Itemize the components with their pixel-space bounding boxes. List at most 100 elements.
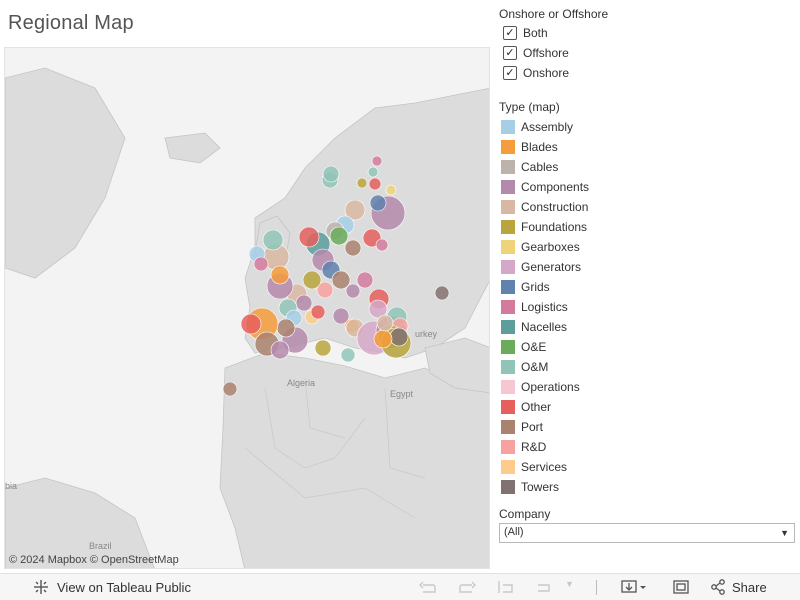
legend-swatch[interactable] <box>501 300 515 314</box>
legend-item[interactable]: R&D <box>501 437 589 457</box>
legend-item[interactable]: Construction <box>501 197 589 217</box>
map-marker[interactable] <box>373 329 393 349</box>
map-marker[interactable] <box>367 166 379 178</box>
legend-label: Blades <box>521 140 558 154</box>
view-on-tableau-button[interactable]: View on Tableau Public <box>33 579 191 595</box>
map-canvas[interactable] <box>5 48 490 569</box>
legend-item[interactable]: Other <box>501 397 589 417</box>
view-on-tableau-label: View on Tableau Public <box>57 579 191 595</box>
legend-item[interactable]: Blades <box>501 137 589 157</box>
checkbox-checked-icon[interactable]: ✓ <box>503 46 517 60</box>
legend-label: Foundations <box>521 220 588 234</box>
legend-label: Grids <box>521 280 550 294</box>
legend-swatch[interactable] <box>501 140 515 154</box>
legend-item[interactable]: Nacelles <box>501 317 589 337</box>
map-marker[interactable] <box>222 381 238 397</box>
map-marker[interactable] <box>331 270 351 290</box>
legend-item[interactable]: O&E <box>501 337 589 357</box>
legend-item[interactable]: O&M <box>501 357 589 377</box>
map-marker[interactable] <box>329 226 349 246</box>
legend-swatch[interactable] <box>501 180 515 194</box>
legend-item[interactable]: Port <box>501 417 589 437</box>
map-marker[interactable] <box>276 318 296 338</box>
legend-swatch[interactable] <box>501 120 515 134</box>
checkbox-onshore[interactable]: ✓ Onshore <box>503 64 569 82</box>
map-marker[interactable] <box>344 199 366 221</box>
legend-item[interactable]: Grids <box>501 277 589 297</box>
chevron-down-icon[interactable]: ▼ <box>780 528 789 538</box>
map-marker[interactable] <box>371 155 383 167</box>
company-select[interactable]: (All) ▼ <box>499 523 795 543</box>
legend-label: Nacelles <box>521 320 568 334</box>
map-marker[interactable] <box>310 304 326 320</box>
undo-icon[interactable] <box>419 579 437 595</box>
legend-item[interactable]: Gearboxes <box>501 237 589 257</box>
map-marker[interactable] <box>369 194 387 212</box>
map-marker[interactable] <box>375 238 389 252</box>
legend-item[interactable]: Components <box>501 177 589 197</box>
map-marker[interactable] <box>340 347 356 363</box>
legend-swatch[interactable] <box>501 220 515 234</box>
type-legend-title: Type (map) <box>499 100 560 114</box>
map-marker[interactable] <box>316 281 334 299</box>
map-marker[interactable] <box>385 184 397 196</box>
page-title: Regional Map <box>8 12 134 34</box>
map-marker[interactable] <box>270 265 290 285</box>
legend-swatch[interactable] <box>501 160 515 174</box>
download-icon[interactable] <box>621 579 647 595</box>
map-marker[interactable] <box>356 271 374 289</box>
legend-item[interactable]: Logistics <box>501 297 589 317</box>
legend-swatch[interactable] <box>501 260 515 274</box>
map-marker[interactable] <box>295 294 313 312</box>
map-marker[interactable] <box>240 313 262 335</box>
legend-item[interactable]: Operations <box>501 377 589 397</box>
legend-item[interactable]: Foundations <box>501 217 589 237</box>
map-marker[interactable] <box>434 285 450 301</box>
map-marker[interactable] <box>389 327 409 347</box>
regional-map[interactable]: Algeria Egypt urkey Brazil bia © 2024 Ma… <box>4 47 490 569</box>
map-marker[interactable] <box>253 256 269 272</box>
legend-swatch[interactable] <box>501 240 515 254</box>
chevron-down-icon[interactable]: ▼ <box>565 579 574 589</box>
map-marker[interactable] <box>262 229 284 251</box>
legend-swatch[interactable] <box>501 420 515 434</box>
legend-swatch[interactable] <box>501 360 515 374</box>
map-marker[interactable] <box>356 177 368 189</box>
legend-swatch[interactable] <box>501 400 515 414</box>
legend-label: Cables <box>521 160 559 174</box>
map-marker[interactable] <box>298 226 320 248</box>
legend-swatch[interactable] <box>501 340 515 354</box>
checkbox-checked-icon[interactable]: ✓ <box>503 66 517 80</box>
checkbox-checked-icon[interactable]: ✓ <box>503 26 517 40</box>
map-marker[interactable] <box>322 165 340 183</box>
map-marker[interactable] <box>314 339 332 357</box>
legend-swatch[interactable] <box>501 320 515 334</box>
legend-swatch[interactable] <box>501 380 515 394</box>
legend-swatch[interactable] <box>501 440 515 454</box>
map-marker[interactable] <box>344 239 362 257</box>
map-marker[interactable] <box>302 270 322 290</box>
legend-swatch[interactable] <box>501 280 515 294</box>
legend-item[interactable]: Services <box>501 457 589 477</box>
legend-swatch[interactable] <box>501 480 515 494</box>
checkbox-offshore[interactable]: ✓ Offshore <box>503 44 569 62</box>
refresh-icon[interactable] <box>535 579 553 595</box>
redo-icon[interactable] <box>458 579 476 595</box>
map-marker[interactable] <box>270 340 290 360</box>
fullscreen-icon[interactable] <box>672 579 690 595</box>
legend-item[interactable]: Towers <box>501 477 589 497</box>
share-button[interactable]: Share <box>710 579 767 595</box>
map-marker[interactable] <box>368 299 388 319</box>
legend-swatch[interactable] <box>501 200 515 214</box>
checkbox-label: Onshore <box>523 66 570 80</box>
map-marker[interactable] <box>368 177 382 191</box>
legend-item[interactable]: Cables <box>501 157 589 177</box>
legend-swatch[interactable] <box>501 460 515 474</box>
legend-item[interactable]: Generators <box>501 257 589 277</box>
legend-item[interactable]: Assembly <box>501 117 589 137</box>
map-marker[interactable] <box>332 307 350 325</box>
checkbox-both[interactable]: ✓ Both <box>503 24 548 42</box>
map-marker[interactable] <box>345 283 361 299</box>
revert-icon[interactable] <box>497 579 515 595</box>
map-marker[interactable] <box>376 314 394 332</box>
